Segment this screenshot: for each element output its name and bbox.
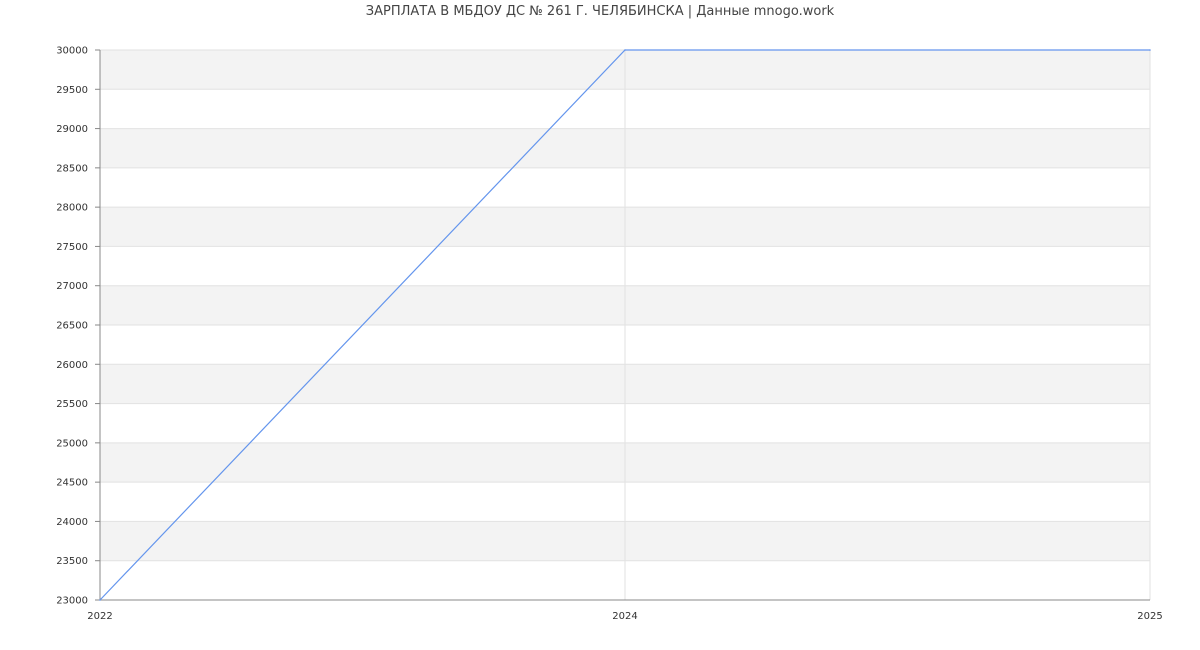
- chart-title: ЗАРПЛАТА В МБДОУ ДС № 261 Г. ЧЕЛЯБИНСКА …: [365, 4, 835, 19]
- y-tick-label: 30000: [56, 46, 88, 57]
- y-tick-label: 28500: [56, 163, 88, 174]
- data-point: [1149, 49, 1151, 51]
- y-tick-label: 23000: [56, 596, 88, 607]
- y-tick-label: 27000: [56, 281, 88, 292]
- y-tick-label: 24000: [56, 517, 88, 528]
- y-tick-label: 29000: [56, 124, 88, 135]
- y-tick-label: 28000: [56, 203, 88, 214]
- y-tick-label: 24500: [56, 478, 88, 489]
- data-point: [624, 49, 626, 51]
- y-tick-label: 27500: [56, 242, 88, 253]
- x-tick-label: 2024: [612, 611, 637, 622]
- data-point: [99, 599, 101, 601]
- x-tick-label: 2022: [87, 611, 112, 622]
- y-tick-label: 25000: [56, 438, 88, 449]
- x-tick-label: 2025: [1137, 611, 1162, 622]
- y-tick-label: 26500: [56, 321, 88, 332]
- y-tick-label: 25500: [56, 399, 88, 410]
- y-tick-label: 23500: [56, 556, 88, 567]
- y-tick-label: 26000: [56, 360, 88, 371]
- y-tick-label: 29500: [56, 85, 88, 96]
